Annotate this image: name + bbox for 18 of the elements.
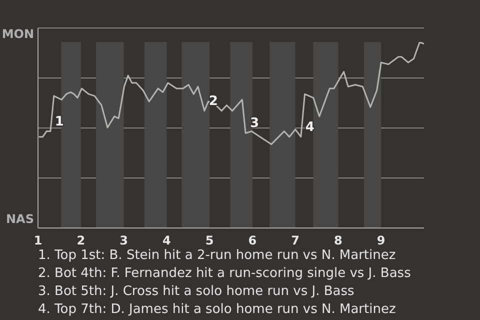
text: NAS — [5, 212, 34, 226]
annotation: 1 — [54, 114, 64, 130]
text: 4. Top 7th: D. James hit a solo home run vs N. Martinez — [38, 301, 397, 319]
x-tick-label: 8 — [334, 234, 342, 248]
text: 1. Top 1st: B. Stein hit a 2-run home run vs N. Martinez — [38, 247, 397, 265]
x-tick-label: 5 — [205, 234, 214, 248]
x-tick-label: 3 — [120, 234, 128, 248]
x-tick-label: 6 — [248, 234, 257, 248]
text: 2. Bot 4th: F. Fernandez hit a run-scoring single vs J. Bass — [38, 265, 411, 283]
x-tick-label: 7 — [291, 234, 300, 248]
text: 3. Bot 5th: J. Cross hit a solo home run vs J. Bass — [38, 283, 356, 301]
annotation: 4 — [305, 120, 314, 135]
x-tick-label: 9 — [376, 234, 386, 248]
text: MON — [0, 27, 34, 41]
x-tick-label: 4 — [162, 234, 171, 248]
x-tick-label: 1 — [34, 234, 42, 248]
annotation: 3 — [250, 116, 260, 132]
x-tick-label: 2 — [76, 234, 86, 248]
